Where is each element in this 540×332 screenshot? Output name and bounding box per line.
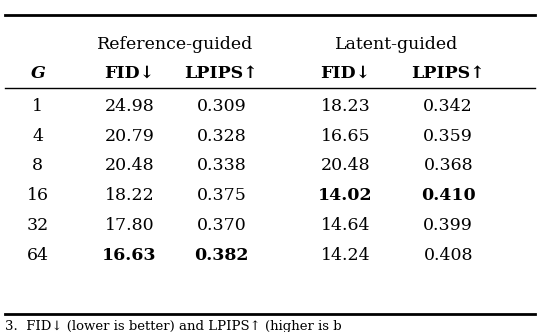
Text: 4: 4 <box>32 127 43 145</box>
Text: 16: 16 <box>27 187 49 205</box>
Text: 0.342: 0.342 <box>423 98 473 115</box>
Text: 20.79: 20.79 <box>105 127 154 145</box>
Text: 0.368: 0.368 <box>423 157 473 175</box>
Text: 0.408: 0.408 <box>423 247 473 264</box>
Text: FID↓: FID↓ <box>321 64 370 82</box>
Text: LPIPS↑: LPIPS↑ <box>411 64 485 82</box>
Text: 0.338: 0.338 <box>197 157 246 175</box>
Text: 14.64: 14.64 <box>321 217 370 234</box>
Text: 14.24: 14.24 <box>321 247 370 264</box>
Text: 1: 1 <box>32 98 43 115</box>
Text: 20.48: 20.48 <box>105 157 154 175</box>
Text: 24.98: 24.98 <box>105 98 154 115</box>
Text: 3.  FID↓ (lower is better) and LPIPS↑ (higher is b: 3. FID↓ (lower is better) and LPIPS↑ (hi… <box>5 319 342 332</box>
Text: 20.48: 20.48 <box>321 157 370 175</box>
Text: 0.309: 0.309 <box>197 98 246 115</box>
Text: 17.80: 17.80 <box>105 217 154 234</box>
Text: 0.375: 0.375 <box>197 187 246 205</box>
Text: 64: 64 <box>27 247 49 264</box>
Text: Reference-guided: Reference-guided <box>97 36 254 53</box>
Text: FID↓: FID↓ <box>105 64 154 82</box>
Text: 0.399: 0.399 <box>423 217 473 234</box>
Text: G: G <box>30 64 45 82</box>
Text: 0.382: 0.382 <box>194 247 248 264</box>
Text: 0.328: 0.328 <box>197 127 246 145</box>
Text: LPIPS↑: LPIPS↑ <box>185 64 258 82</box>
Text: 18.23: 18.23 <box>321 98 370 115</box>
Text: Latent-guided: Latent-guided <box>335 36 458 53</box>
Text: 16.65: 16.65 <box>321 127 370 145</box>
Text: 16.63: 16.63 <box>103 247 157 264</box>
Text: 14.02: 14.02 <box>319 187 373 205</box>
Text: 8: 8 <box>32 157 43 175</box>
Text: 18.22: 18.22 <box>105 187 154 205</box>
Text: 0.359: 0.359 <box>423 127 473 145</box>
Text: 0.370: 0.370 <box>197 217 246 234</box>
Text: 32: 32 <box>26 217 49 234</box>
Text: 0.410: 0.410 <box>421 187 476 205</box>
